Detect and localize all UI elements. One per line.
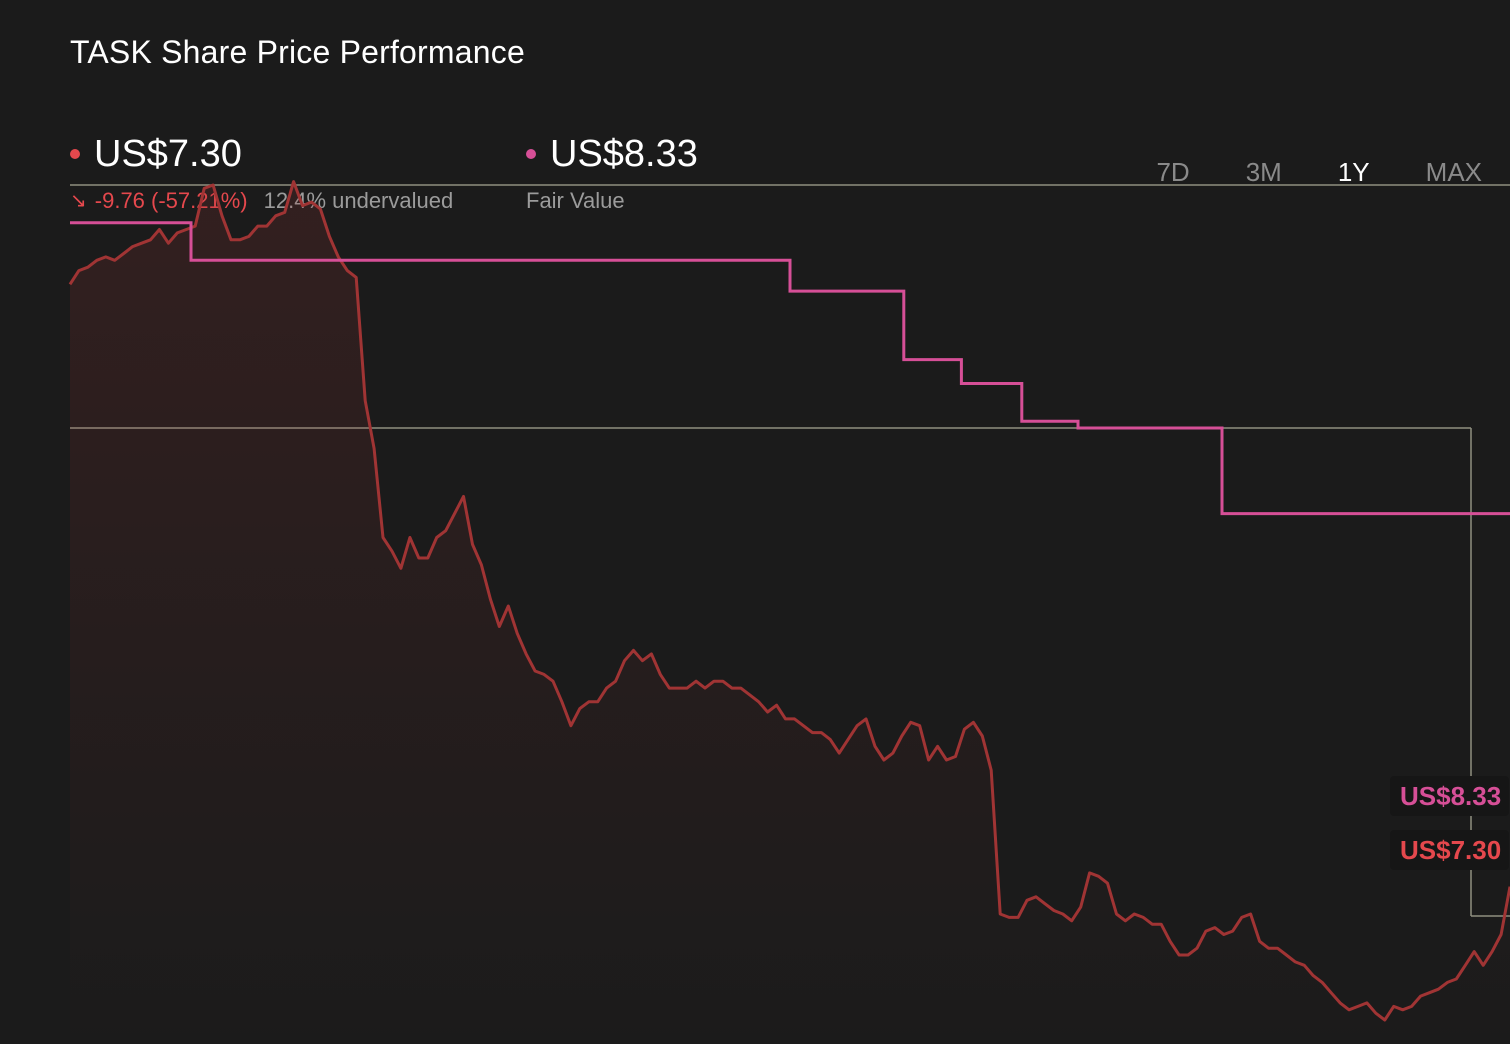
- period-7d[interactable]: 7D: [1156, 157, 1190, 187]
- fair-value-label: Fair Value: [526, 188, 625, 213]
- period-max[interactable]: MAX: [1425, 157, 1482, 187]
- period-3m[interactable]: 3M: [1245, 157, 1282, 187]
- fair-value-end-label: US$8.33: [1390, 776, 1510, 816]
- price-change-value: -9.76 (-57.21%): [94, 188, 248, 213]
- arrow-down-right-icon: ↘: [70, 190, 87, 212]
- fair-value-value: US$8.33: [550, 133, 698, 175]
- fair-value-line: [70, 221, 1510, 516]
- price-dot-icon: [70, 149, 80, 159]
- share-price-area: [70, 181, 1510, 1044]
- period-selector: 7D 3M 1Y MAX: [1128, 154, 1482, 190]
- share-price-value: US$7.30: [94, 133, 242, 175]
- share-price-end-label: US$7.30: [1390, 830, 1510, 870]
- fair-value-metric: US$8.33 Fair Value: [526, 130, 698, 216]
- price-change: ↘ -9.76 (-57.21%): [70, 186, 248, 216]
- fair-value-dot-icon: [526, 149, 536, 159]
- share-price-line: [68, 180, 1510, 1022]
- page-title: TASK Share Price Performance: [70, 34, 525, 70]
- period-1y[interactable]: 1Y: [1337, 157, 1370, 187]
